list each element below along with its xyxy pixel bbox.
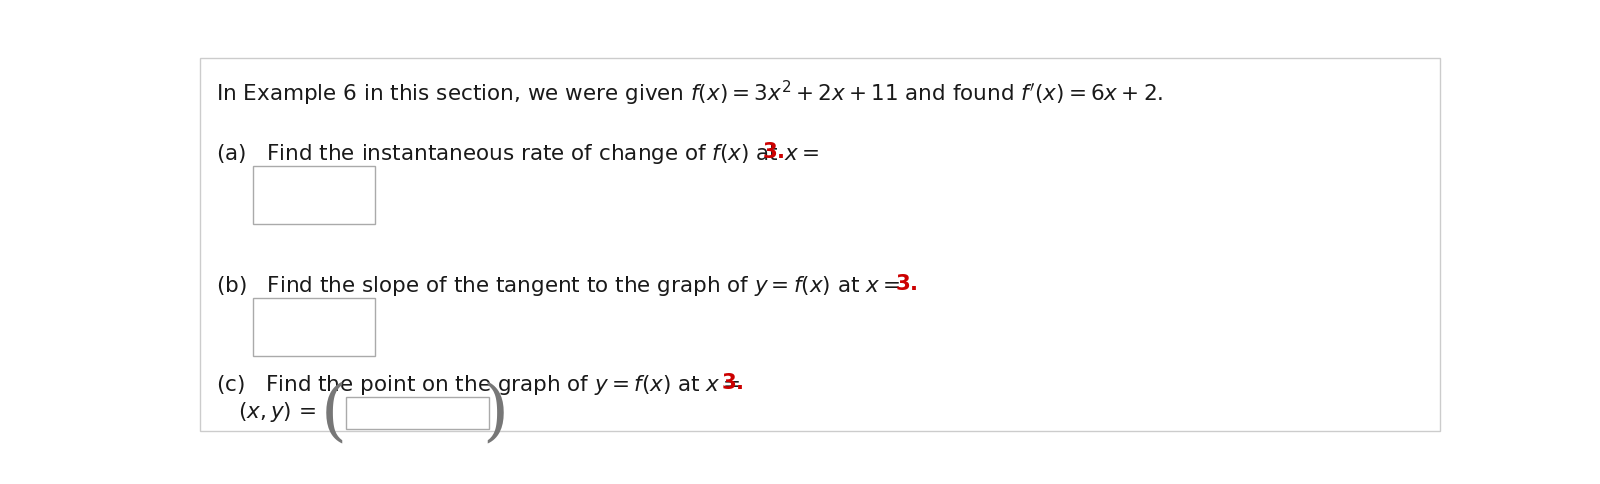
Text: 3.: 3. [722,373,744,393]
Text: (: ( [322,381,347,447]
Text: In Example 6 in this section, we were given $f(x) = 3x^2 + 2x + 11$ and found $f: In Example 6 in this section, we were gi… [216,78,1163,108]
Text: ): ) [482,381,509,447]
Text: (c)   Find the point on the graph of $y = f(x)$ at $x = $: (c) Find the point on the graph of $y = … [216,373,741,397]
Text: (b)   Find the slope of the tangent to the graph of $y = f(x)$ at $x = $: (b) Find the slope of the tangent to the… [216,274,901,298]
Text: 3.: 3. [762,142,786,162]
Text: 3.: 3. [896,274,918,294]
FancyBboxPatch shape [253,299,374,356]
Text: $(x, y)$ =: $(x, y)$ = [238,400,317,424]
FancyBboxPatch shape [253,166,374,224]
FancyBboxPatch shape [346,397,490,429]
Text: (a)   Find the instantaneous rate of change of $f(x)$ at $x = $: (a) Find the instantaneous rate of chang… [216,142,819,166]
